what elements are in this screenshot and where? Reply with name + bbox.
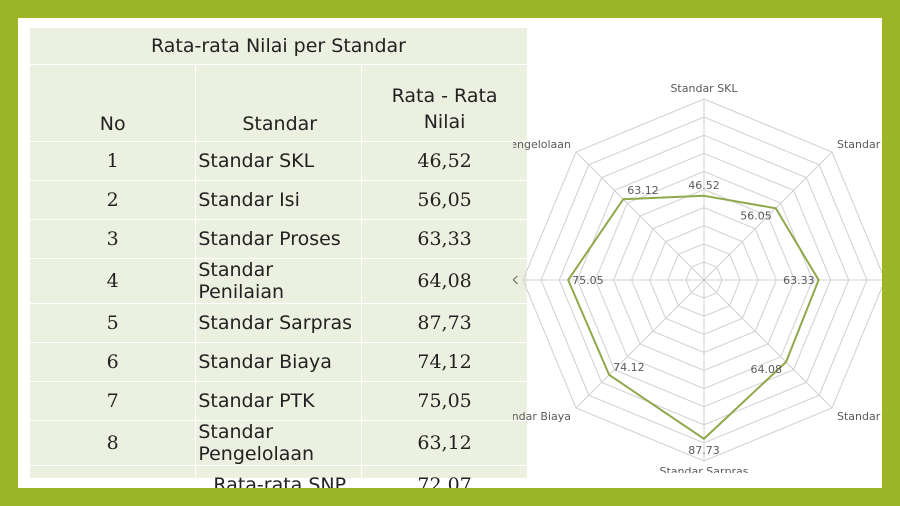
table-row: 2 Standar Isi 56,05 (30, 180, 528, 220)
data-label: 63.33 (783, 274, 815, 287)
row-nilai: 46,52 (361, 141, 528, 181)
slide: Rata-rata Nilai per Standar No Standar R… (18, 18, 882, 488)
row-no: 7 (30, 381, 197, 421)
table-title: Rata-rata Nilai per Standar (30, 28, 528, 65)
table-row: 4 Standar Penilaian 64,08 (30, 258, 528, 304)
category-label: Standar Biaya (513, 410, 571, 423)
row-nilai: 75,05 (361, 381, 528, 421)
data-label: 63.12 (627, 184, 659, 197)
series-line (567, 194, 820, 441)
data-label: 75.05 (572, 274, 604, 287)
table-row: 1 Standar SKL 46,52 (30, 141, 528, 181)
row-standar: Standar Sarpras (195, 303, 363, 343)
row-nilai: 56,05 (361, 180, 528, 220)
row-no: 5 (30, 303, 197, 343)
footer-label: Rata-rata SNP (195, 465, 363, 488)
row-standar: Standar Isi (195, 180, 363, 220)
axis-spoke (703, 279, 833, 409)
data-label: 64.08 (751, 363, 783, 376)
row-standar: Standar Penilaian (195, 258, 363, 304)
data-label: 56.05 (740, 209, 772, 222)
row-standar: Standar Biaya (195, 342, 363, 382)
data-label: 87.73 (688, 444, 720, 457)
score-table: Rata-rata Nilai per Standar No Standar R… (30, 28, 528, 488)
row-no: 8 (30, 420, 197, 466)
row-nilai: 63,12 (361, 420, 528, 466)
header-standar: Standar (195, 64, 363, 142)
table-row: 3 Standar Proses 63,33 (30, 219, 528, 259)
header-nilai-line1: Rata - Rata (391, 85, 498, 107)
category-label: Standar Isi (837, 138, 882, 151)
row-nilai: 64,08 (361, 258, 528, 304)
data-label: 74.12 (613, 361, 645, 374)
radar-data-labels: 46.52 56.05 63.33 64.08 87.73 74.12 75.05 63.12 (572, 179, 814, 457)
table-footer-row: Rata-rata SNP 72,07 (30, 465, 528, 488)
header-nilai: Rata - Rata Nilai (361, 64, 528, 142)
row-standar: Standar Proses (195, 219, 363, 259)
row-no: 3 (30, 219, 197, 259)
axis-spoke (703, 151, 833, 281)
radar-axes (523, 99, 882, 461)
category-label: Standar Pengelolaan (513, 138, 571, 151)
axis-spoke (575, 279, 705, 409)
table-row: 5 Standar Sarpras 87,73 (30, 303, 528, 343)
radar-chart: 46.52 56.05 63.33 64.08 87.73 74.12 75.05 63.12… (513, 82, 882, 473)
footer-value: 72,07 (361, 465, 528, 488)
table-row: 6 Standar Biaya 74,12 (30, 342, 528, 382)
data-label: 46.52 (688, 179, 720, 192)
category-label: Standar Penilaian (837, 410, 882, 423)
header-no: No (30, 64, 197, 142)
row-no: 2 (30, 180, 197, 220)
row-standar: Standar Pengelolaan (195, 420, 363, 466)
category-label: Standar SKL (670, 82, 738, 95)
category-label: Standar PTK (513, 274, 519, 287)
axis-spoke (575, 151, 705, 281)
table-row: 8 Standar Pengelolaan 63,12 (30, 420, 528, 466)
row-standar: Standar PTK (195, 381, 363, 421)
row-nilai: 87,73 (361, 303, 528, 343)
footer-empty (30, 465, 197, 488)
row-nilai: 63,33 (361, 219, 528, 259)
row-no: 4 (30, 258, 197, 304)
row-standar: Standar SKL (195, 141, 363, 181)
header-nilai-line2: Nilai (423, 111, 466, 133)
table-row: 7 Standar PTK 75,05 (30, 381, 528, 421)
radar-series (567, 194, 820, 441)
category-label: Standar Sarpras (660, 465, 749, 473)
row-no: 6 (30, 342, 197, 382)
row-no: 1 (30, 141, 197, 181)
row-nilai: 74,12 (361, 342, 528, 382)
